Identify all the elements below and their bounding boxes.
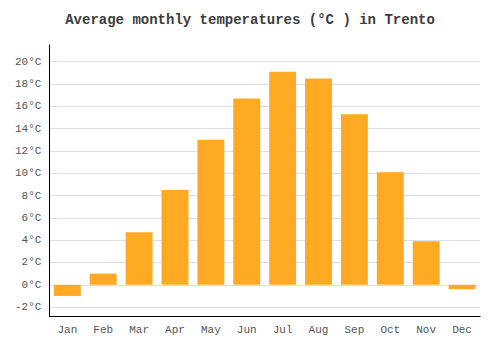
svg-text:14°C: 14°C [15,123,42,135]
svg-text:8°C: 8°C [22,190,42,202]
svg-text:20°C: 20°C [15,56,42,68]
svg-text:Feb: Feb [93,324,113,336]
svg-text:16°C: 16°C [15,100,42,112]
svg-text:Oct: Oct [380,324,400,336]
svg-text:Sep: Sep [345,324,365,336]
svg-text:Mar: Mar [129,324,149,336]
svg-text:Dec: Dec [452,324,472,336]
svg-text:Aug: Aug [309,324,329,336]
svg-text:0°C: 0°C [22,279,42,291]
svg-text:4°C: 4°C [22,234,42,246]
svg-text:Nov: Nov [416,324,436,336]
svg-text:-2°C: -2°C [15,301,42,313]
svg-text:10°C: 10°C [15,167,42,179]
svg-text:12°C: 12°C [15,145,42,157]
svg-text:6°C: 6°C [22,212,42,224]
svg-text:May: May [201,324,221,336]
svg-text:2°C: 2°C [22,256,42,268]
svg-text:Jan: Jan [57,324,77,336]
svg-text:Jun: Jun [237,324,257,336]
svg-text:18°C: 18°C [15,78,42,90]
svg-text:Average monthly temperatures (: Average monthly temperatures (°C ) in Tr… [65,12,435,28]
svg-text:Jul: Jul [273,324,293,336]
svg-text:Apr: Apr [165,324,185,336]
